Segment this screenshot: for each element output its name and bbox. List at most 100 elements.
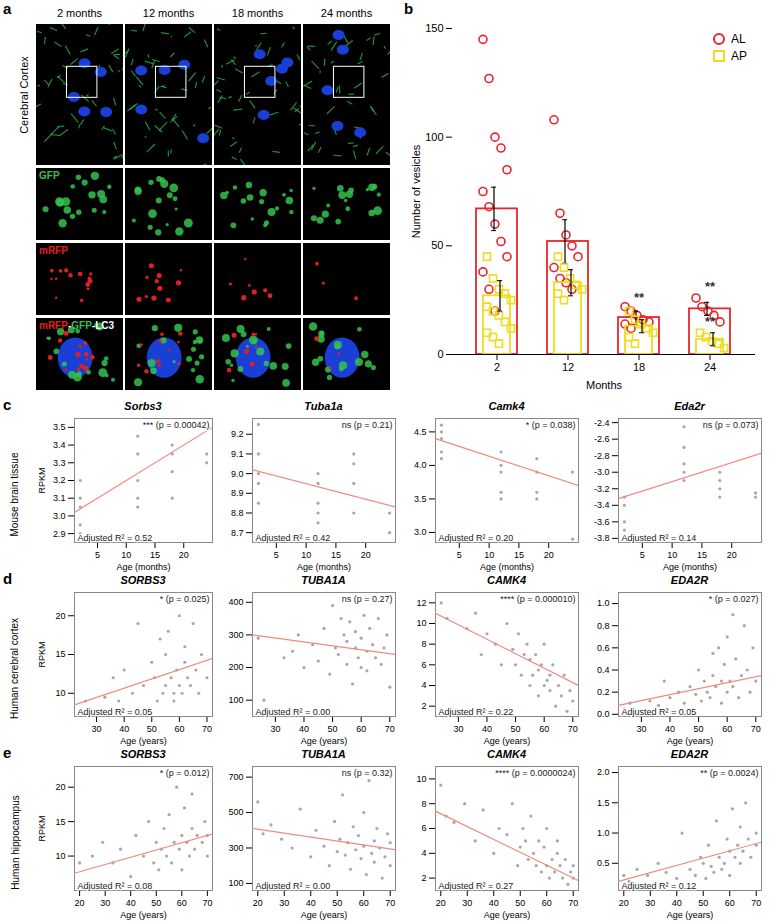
svg-text:2: 2 [421, 873, 426, 883]
svg-text:5: 5 [274, 550, 279, 560]
svg-text:20: 20 [544, 550, 554, 560]
svg-text:3.4: 3.4 [53, 440, 66, 450]
svg-text:40: 40 [299, 724, 309, 734]
svg-text:70: 70 [751, 724, 761, 734]
svg-text:10: 10 [121, 550, 131, 560]
svg-text:60: 60 [539, 724, 549, 734]
svg-text:70: 70 [385, 724, 395, 734]
svg-text:3.5: 3.5 [53, 422, 66, 432]
svg-text:0.5: 0.5 [597, 858, 610, 868]
svg-text:9.2: 9.2 [231, 429, 244, 439]
svg-text:30: 30 [279, 898, 289, 908]
svg-text:8.7: 8.7 [231, 528, 244, 538]
svg-text:20: 20 [436, 898, 446, 908]
svg-text:20: 20 [75, 898, 85, 908]
svg-text:* (p = 0.027): * (p = 0.027) [709, 594, 759, 604]
svg-text:70: 70 [751, 898, 761, 908]
svg-text:30: 30 [453, 724, 463, 734]
svg-text:10: 10 [416, 618, 426, 628]
svg-text:8.8: 8.8 [231, 508, 244, 518]
svg-text:8.9: 8.9 [231, 488, 244, 498]
svg-text:Age (months): Age (months) [116, 562, 170, 572]
svg-text:1.0: 1.0 [597, 598, 610, 608]
svg-text:3.2: 3.2 [53, 475, 66, 485]
svg-text:RPKM: RPKM [37, 815, 47, 841]
svg-text:12: 12 [562, 361, 574, 373]
svg-text:50: 50 [694, 724, 704, 734]
svg-text:-2.4: -2.4 [594, 418, 610, 428]
svg-text:8: 8 [421, 799, 426, 809]
svg-text:20: 20 [179, 550, 189, 560]
svg-text:50: 50 [511, 724, 521, 734]
svg-text:**: ** [705, 279, 716, 294]
svg-text:**: ** [634, 290, 645, 305]
svg-text:70: 70 [568, 724, 578, 734]
svg-text:6: 6 [421, 823, 426, 833]
svg-text:15: 15 [150, 550, 160, 560]
svg-text:10: 10 [416, 774, 426, 784]
svg-text:* (p = 0.012): * (p = 0.012) [160, 768, 210, 778]
svg-text:0.2: 0.2 [597, 687, 610, 697]
svg-text:-2.8: -2.8 [594, 451, 610, 461]
svg-text:60: 60 [359, 898, 369, 908]
svg-text:60: 60 [174, 724, 184, 734]
svg-text:40: 40 [126, 898, 136, 908]
svg-text:700: 700 [228, 772, 243, 782]
svg-text:40: 40 [119, 724, 129, 734]
svg-text:Age (months): Age (months) [480, 562, 534, 572]
svg-text:4.5: 4.5 [414, 427, 427, 437]
svg-text:300: 300 [228, 843, 243, 853]
svg-text:50: 50 [151, 898, 161, 908]
svg-text:4: 4 [421, 848, 426, 858]
svg-text:40: 40 [489, 898, 499, 908]
svg-text:-2.6: -2.6 [594, 434, 610, 444]
svg-text:Adjusted R² = 0.05: Adjusted R² = 0.05 [622, 707, 697, 717]
svg-text:Age (years): Age (years) [120, 910, 167, 920]
svg-text:5: 5 [457, 550, 462, 560]
svg-text:5: 5 [95, 550, 100, 560]
svg-text:70: 70 [385, 898, 395, 908]
svg-text:**** (p = 0.0000024): **** (p = 0.0000024) [495, 768, 575, 778]
svg-text:15: 15 [514, 550, 524, 560]
svg-text:15: 15 [697, 550, 707, 560]
svg-text:Adjusted R² = 0.42: Adjusted R² = 0.42 [256, 533, 331, 543]
svg-text:30: 30 [645, 898, 655, 908]
svg-text:9.0: 9.0 [231, 468, 244, 478]
svg-text:5: 5 [640, 550, 645, 560]
svg-text:30: 30 [92, 724, 102, 734]
svg-text:30: 30 [100, 898, 110, 908]
svg-text:ns (p = 0.32): ns (p = 0.32) [342, 768, 393, 778]
svg-text:20: 20 [55, 611, 65, 621]
svg-text:* (p = 0.025): * (p = 0.025) [160, 594, 210, 604]
svg-text:Number of vesicles: Number of vesicles [410, 144, 422, 238]
svg-text:400: 400 [228, 597, 243, 607]
svg-text:Adjusted R² = 0.00: Adjusted R² = 0.00 [256, 881, 331, 891]
svg-text:40: 40 [306, 898, 316, 908]
svg-text:* (p = 0.038): * (p = 0.038) [526, 420, 576, 430]
svg-text:RPKM: RPKM [37, 467, 47, 493]
svg-text:30: 30 [462, 898, 472, 908]
svg-text:Age (years): Age (years) [120, 736, 167, 746]
svg-text:60: 60 [356, 724, 366, 734]
svg-text:Age (months): Age (months) [297, 562, 351, 572]
svg-text:0.8: 0.8 [597, 621, 610, 631]
svg-text:100: 100 [228, 695, 243, 705]
svg-text:50: 50 [147, 724, 157, 734]
svg-text:Adjusted R² = 0.12: Adjusted R² = 0.12 [622, 881, 697, 891]
svg-text:60: 60 [725, 898, 735, 908]
svg-text:15: 15 [55, 816, 65, 826]
svg-text:10: 10 [667, 550, 677, 560]
svg-text:-3.6: -3.6 [594, 517, 610, 527]
svg-text:3.3: 3.3 [53, 458, 66, 468]
svg-text:2: 2 [421, 701, 426, 711]
svg-text:Age (years): Age (years) [667, 910, 714, 920]
svg-text:40: 40 [482, 724, 492, 734]
svg-text:Adjusted R² = 0.00: Adjusted R² = 0.00 [256, 707, 331, 717]
svg-text:30: 30 [636, 724, 646, 734]
svg-text:Age (years): Age (years) [301, 910, 348, 920]
svg-text:ns (p = 0.073): ns (p = 0.073) [703, 420, 759, 430]
svg-text:150: 150 [425, 22, 443, 34]
svg-text:10: 10 [55, 688, 65, 698]
svg-text:3.5: 3.5 [414, 494, 427, 504]
svg-text:-3.0: -3.0 [594, 467, 610, 477]
